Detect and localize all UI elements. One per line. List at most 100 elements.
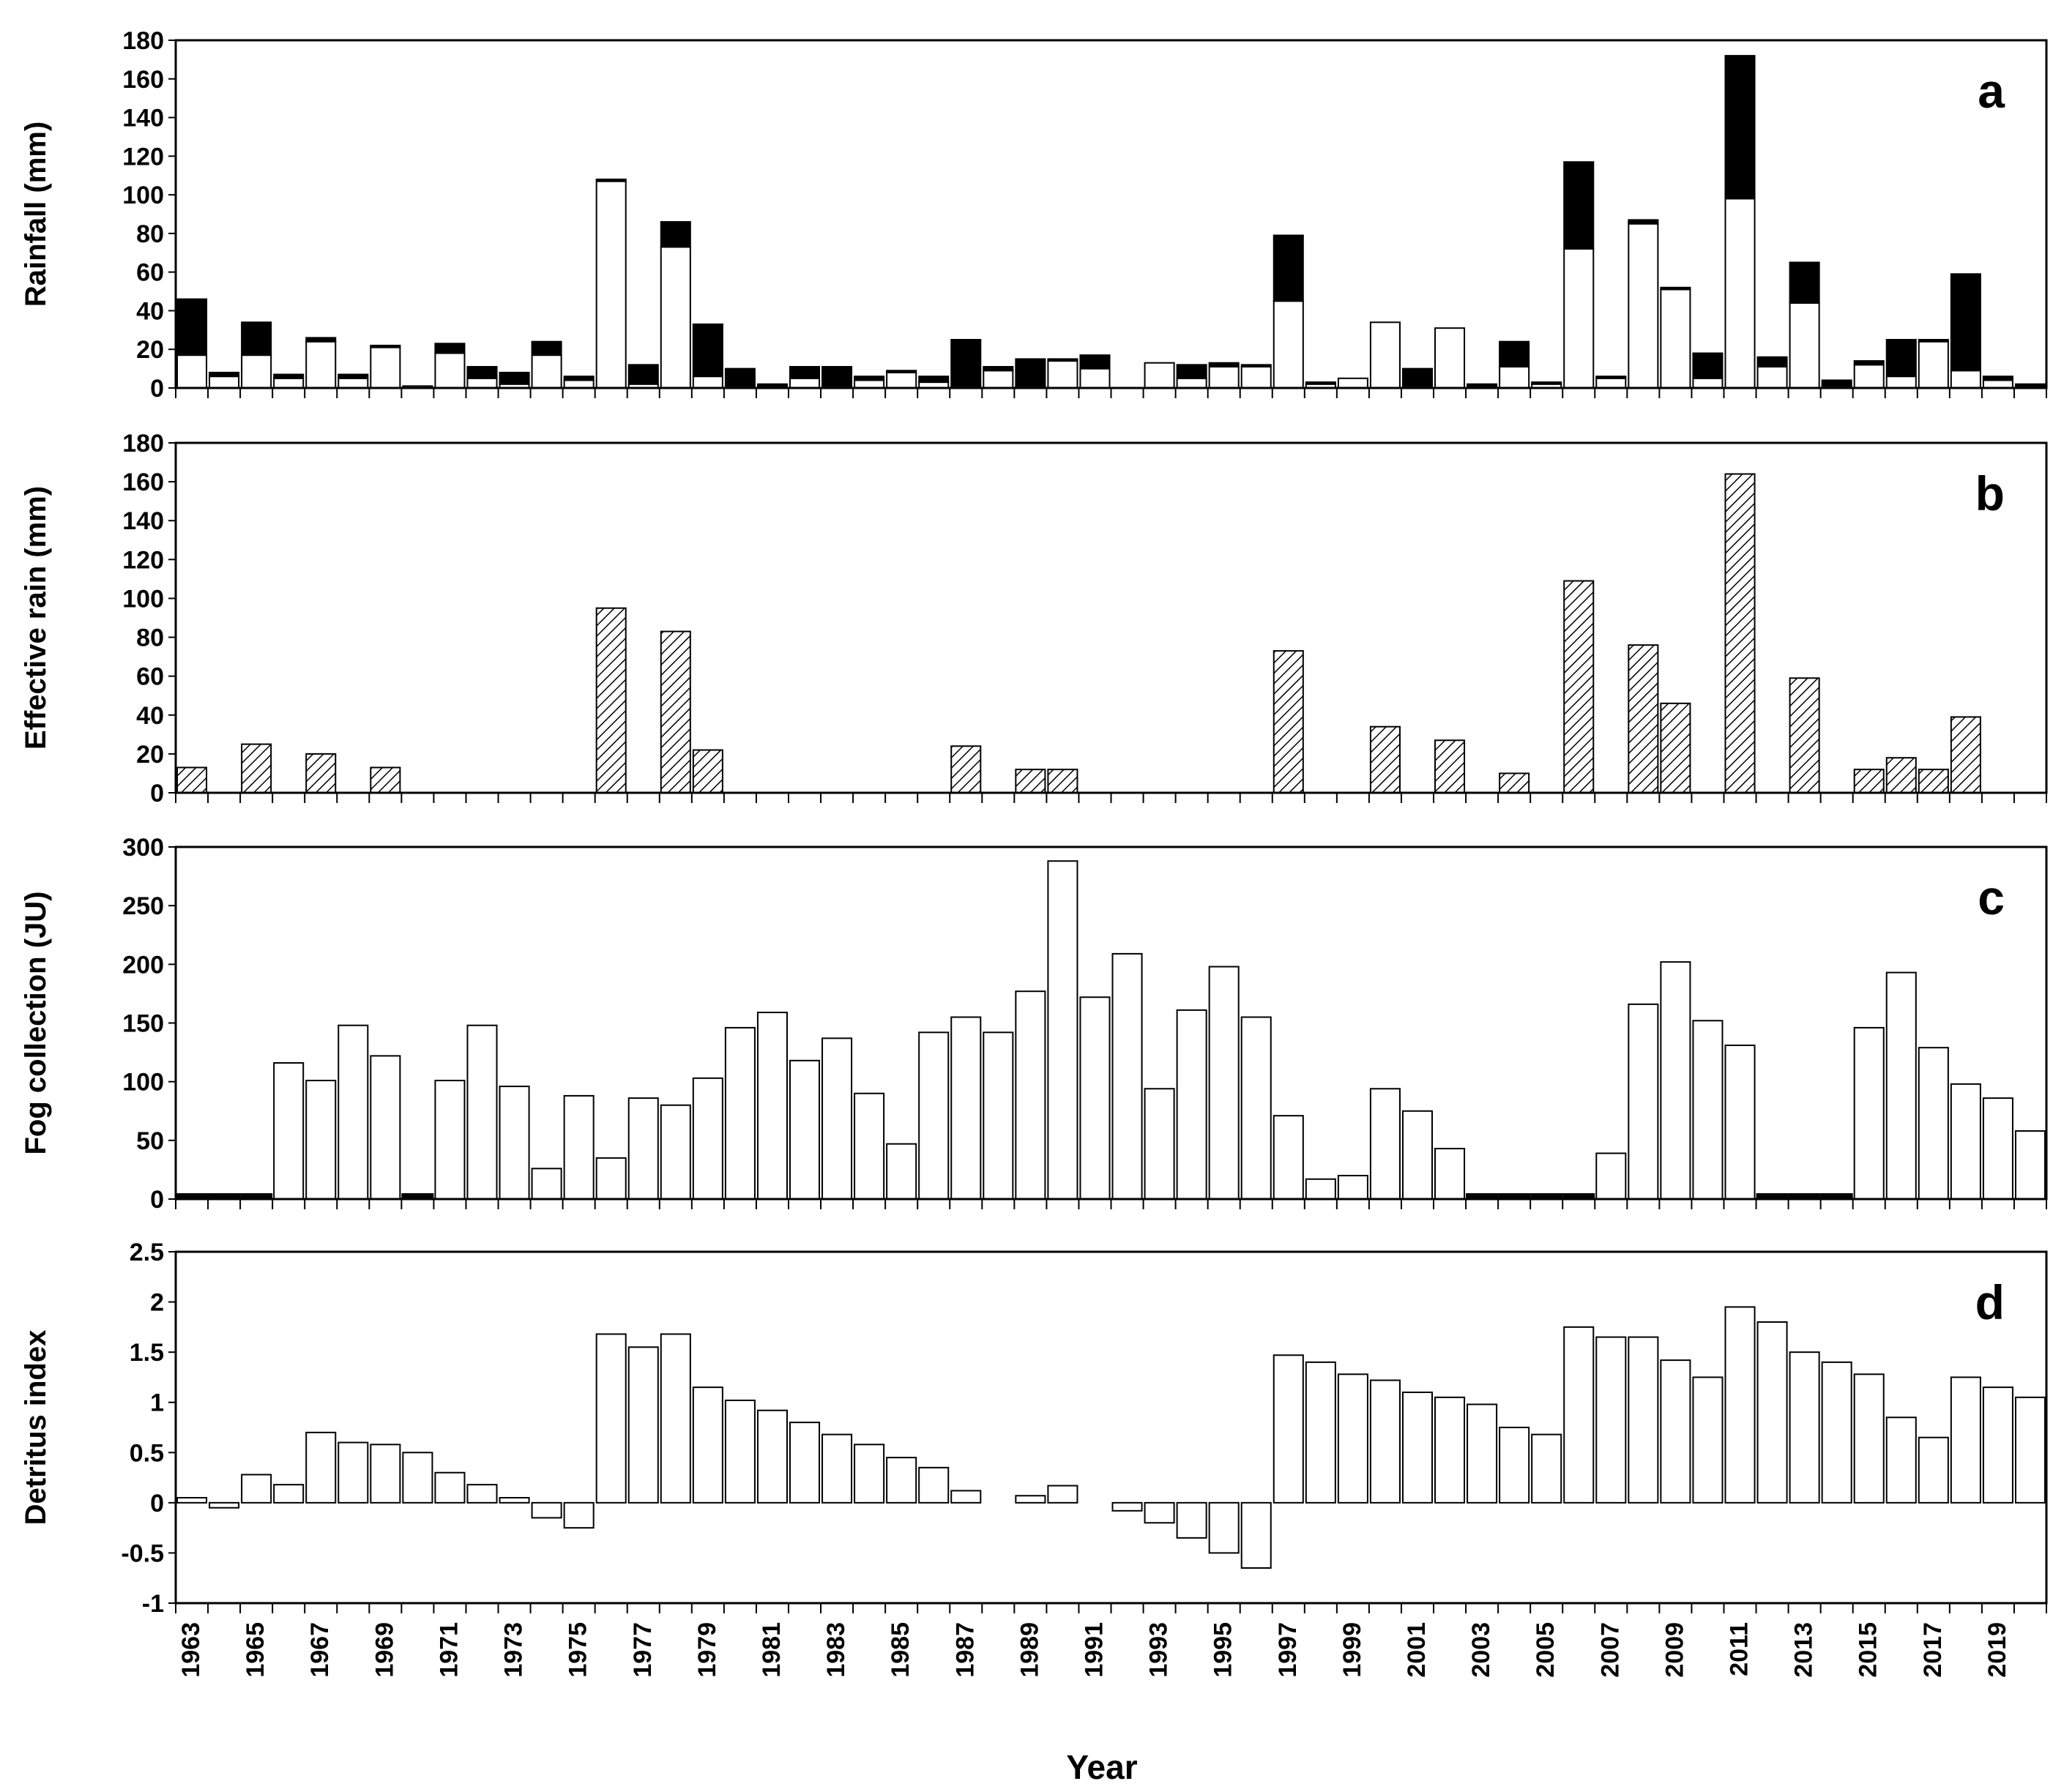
x-tick-label: 2005 — [1532, 1622, 1560, 1678]
bar-1983 — [821, 1433, 853, 1504]
bar-1989 — [1015, 1495, 1046, 1504]
bar-white-1996 — [1240, 365, 1272, 389]
bar-1976 — [595, 1157, 627, 1200]
bar-black-1990 — [1047, 358, 1078, 362]
bar-1970 — [402, 1452, 433, 1504]
bar-black-1977 — [627, 364, 659, 385]
bar-1976 — [595, 1333, 627, 1504]
bar-2009 — [1660, 702, 1691, 794]
bar-1975 — [563, 1501, 595, 1529]
x-tick-label: 1997 — [1274, 1622, 1302, 1678]
bar-2007 — [1595, 1152, 1627, 1200]
bar-1967 — [305, 1431, 337, 1504]
bar-1969 — [370, 766, 401, 794]
bar-white-1985 — [886, 371, 917, 389]
bar-1990 — [1047, 769, 1078, 794]
bar-2016 — [1885, 971, 1917, 1200]
bar-black-2011 — [1724, 55, 1756, 200]
x-tick-label: 1993 — [1145, 1622, 1173, 1678]
bar-2016 — [1885, 757, 1917, 794]
y-tick-label: 2.5 — [130, 1239, 164, 1266]
bar-2012 — [1756, 1321, 1788, 1504]
bar-1975 — [563, 1094, 595, 1200]
bar-black-1979 — [692, 323, 723, 378]
bar-1998 — [1305, 1178, 1336, 1200]
y-tick-label: 20 — [136, 741, 164, 769]
bar-2018 — [1950, 1083, 1981, 1200]
bar-black-1973 — [499, 371, 530, 385]
bar-2008 — [1628, 1003, 1659, 1200]
bar-1968 — [338, 1024, 369, 1200]
bar-black-1974 — [531, 340, 562, 356]
y-tick-label: 200 — [122, 951, 164, 979]
bar-black-1981 — [756, 383, 788, 387]
bar-2020 — [2014, 1396, 2046, 1504]
bar-1967 — [305, 753, 337, 794]
bar-2018 — [1950, 716, 1981, 794]
bar-1980 — [724, 1026, 756, 1200]
panel-letter: c — [1978, 870, 2005, 925]
bar-white-1997 — [1273, 300, 1304, 389]
bar-black-1978 — [660, 221, 691, 248]
bar-2008 — [1628, 644, 1659, 794]
bar-white-2009 — [1660, 288, 1691, 389]
y-tick-label: 300 — [122, 834, 164, 862]
missing-data-marker-1970 — [401, 1193, 434, 1199]
bar-black-1985 — [886, 370, 917, 373]
bar-1977 — [627, 1097, 659, 1200]
bar-2017 — [1918, 1436, 1949, 1504]
bar-white-2012 — [1756, 365, 1788, 389]
bar-white-2010 — [1692, 377, 1724, 389]
bar-white-1994 — [1176, 377, 1207, 389]
bar-1990 — [1047, 1485, 1078, 1504]
bar-black-1988 — [983, 365, 1014, 372]
panel-letter: d — [1975, 1275, 2005, 1329]
y-tick-label: 100 — [122, 1069, 164, 1097]
bar-black-1972 — [466, 365, 498, 379]
y-tick-label: 140 — [122, 105, 164, 132]
bar-white-2006 — [1563, 248, 1595, 389]
bar-1995 — [1208, 1501, 1240, 1554]
bar-white-1971 — [434, 352, 466, 389]
bar-white-2007 — [1595, 377, 1627, 389]
bar-1981 — [756, 1012, 788, 1200]
bar-2010 — [1692, 1020, 1724, 1200]
bar-2020 — [2014, 1130, 2046, 1201]
bar-white-1972 — [466, 377, 498, 389]
bar-1966 — [273, 1062, 305, 1200]
bar-white-2018 — [1950, 370, 1981, 389]
bar-2011 — [1724, 473, 1756, 794]
panel-a: 0 20 40 60 80 100 120 140 160 180 Rainfall (mm) a — [20, 27, 2048, 403]
y-tick-label: 0 — [150, 375, 164, 403]
bar-1987 — [950, 745, 982, 794]
x-tick-label: 1979 — [693, 1622, 721, 1678]
bar-1973 — [499, 1086, 530, 1200]
bar-2002 — [1434, 739, 1466, 794]
bar-2015 — [1853, 769, 1885, 794]
bar-black-1991 — [1079, 354, 1111, 370]
bar-black-1983 — [821, 365, 853, 387]
bar-2000 — [1369, 725, 1401, 794]
x-tick-label: 1995 — [1210, 1622, 1237, 1678]
bar-1963 — [176, 766, 208, 794]
bar-1963 — [176, 1497, 208, 1504]
bar-white-2000 — [1369, 321, 1401, 389]
x-tick-label: 1987 — [951, 1622, 979, 1678]
bar-1971 — [434, 1471, 466, 1504]
missing-data-marker-2003 — [1466, 1193, 1499, 1199]
y-tick-label: 150 — [122, 1010, 164, 1038]
bar-white-1969 — [370, 346, 401, 389]
bar-black-2019 — [1982, 376, 2013, 381]
bar-black-1980 — [724, 367, 756, 387]
bar-white-1990 — [1047, 360, 1078, 389]
bar-white-1993 — [1144, 362, 1175, 389]
bar-2011 — [1724, 1306, 1756, 1504]
bar-1969 — [370, 1444, 401, 1504]
bar-2009 — [1660, 961, 1691, 1201]
x-axis-title: Year — [1066, 1748, 1137, 1786]
bar-white-1991 — [1079, 367, 1111, 389]
bar-1997 — [1273, 650, 1304, 794]
bar-white-1988 — [983, 370, 1014, 389]
bar-black-1987 — [950, 339, 982, 387]
